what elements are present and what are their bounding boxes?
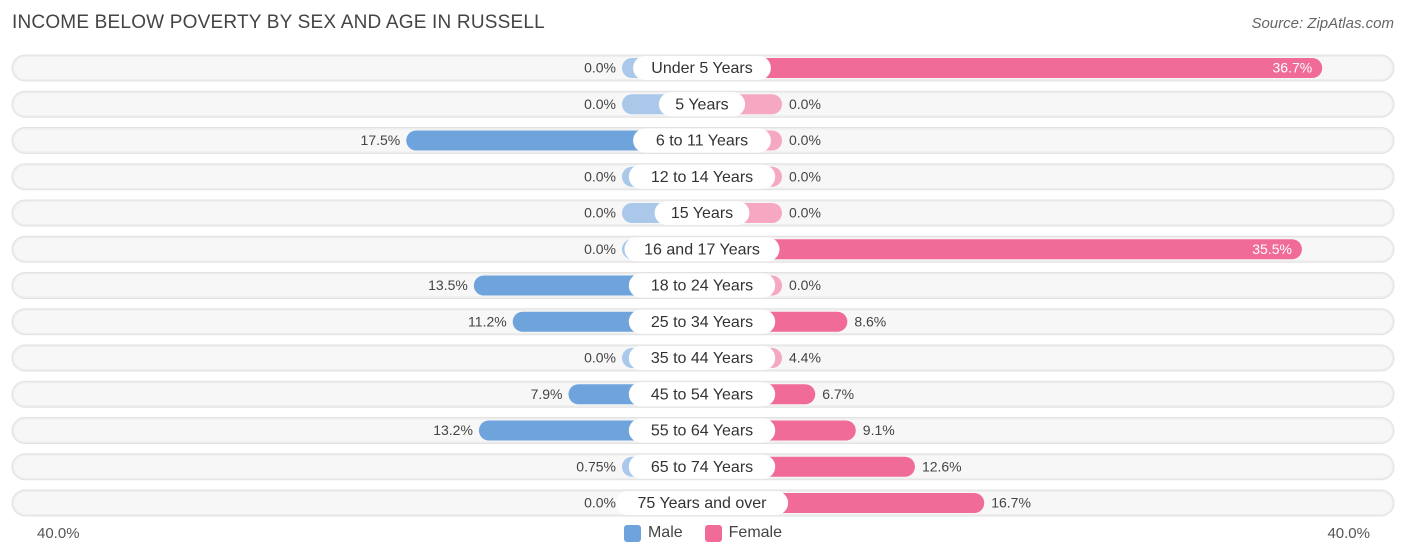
male-value-label: 0.0% xyxy=(584,60,616,76)
category-label: Under 5 Years xyxy=(651,60,752,77)
category-label-pill xyxy=(628,309,776,334)
female-value-label: 4.4% xyxy=(789,350,821,366)
category-label: 12 to 14 Years xyxy=(651,169,753,186)
female-bar xyxy=(702,239,1302,260)
female-value-label: 0.0% xyxy=(789,168,821,184)
male-value-label: 11.2% xyxy=(468,313,507,329)
female-value-label: 0.0% xyxy=(789,205,821,221)
legend: Male Female xyxy=(0,524,1406,542)
axis-right-label: 40.0% xyxy=(1327,525,1370,542)
female-value-label: 35.5% xyxy=(1252,241,1292,257)
female-value-label: 8.6% xyxy=(854,313,886,329)
male-value-label: 0.0% xyxy=(584,205,616,221)
category-label-pill xyxy=(628,382,776,407)
category-label-pill xyxy=(633,128,771,153)
category-label: 45 to 54 Years xyxy=(651,386,753,403)
category-label-pill xyxy=(628,418,776,443)
male-value-label: 0.0% xyxy=(584,241,616,257)
category-label: 16 and 17 Years xyxy=(644,241,760,258)
category-label: 15 Years xyxy=(671,205,733,222)
female-value-label: 12.6% xyxy=(922,458,962,474)
category-label-pill xyxy=(658,92,746,117)
legend-swatch-male xyxy=(623,524,641,542)
chart-canvas: Under 5 Years 0.0% 36.7% 5 Years 0.0% 0.0% 6 t… xyxy=(11,54,1395,517)
category-label: 6 to 11 Years xyxy=(656,133,748,150)
category-label: 65 to 74 Years xyxy=(651,459,753,476)
female-value-label: 0.0% xyxy=(789,132,821,148)
male-value-label: 17.5% xyxy=(361,132,401,148)
legend-label-female: Female xyxy=(728,524,783,541)
legend-swatch-female xyxy=(704,524,722,542)
category-label-pill xyxy=(624,237,780,262)
female-value-label: 0.0% xyxy=(789,96,821,112)
category-label-pill xyxy=(654,201,750,225)
male-value-label: 0.0% xyxy=(584,495,616,511)
axis-left-label: 40.0% xyxy=(37,525,80,542)
legend-label-male: Male xyxy=(647,524,683,541)
category-label: 5 Years xyxy=(675,96,728,113)
category-label-pill xyxy=(633,56,771,80)
male-value-label: 13.5% xyxy=(428,277,468,293)
female-value-label: 36.7% xyxy=(1273,60,1313,76)
female-value-label: 9.1% xyxy=(863,422,895,438)
legend-item-male: Male xyxy=(623,524,683,542)
category-label-pill xyxy=(628,346,776,370)
female-bar xyxy=(702,58,1323,78)
category-label: 18 to 24 Years xyxy=(651,278,753,295)
female-value-label: 0.0% xyxy=(789,277,821,293)
male-value-label: 0.0% xyxy=(584,96,616,112)
category-label: 35 to 44 Years xyxy=(651,350,753,367)
male-bar xyxy=(406,130,702,151)
chart-title: INCOME BELOW POVERTY BY SEX AND AGE IN R… xyxy=(12,12,545,33)
category-label-pill xyxy=(628,164,776,189)
female-value-label: 6.7% xyxy=(822,386,854,402)
source-credit: Source: ZipAtlas.com xyxy=(1251,15,1394,32)
category-label-pill xyxy=(628,454,776,479)
category-label-pill xyxy=(628,273,776,298)
male-value-label: 0.0% xyxy=(584,168,616,184)
male-value-label: 0.75% xyxy=(576,458,616,474)
male-value-label: 13.2% xyxy=(433,422,473,438)
category-label-pill xyxy=(615,491,789,515)
female-value-label: 16.7% xyxy=(991,495,1031,511)
legend-item-female: Female xyxy=(704,524,783,542)
category-label: 25 to 34 Years xyxy=(651,314,753,331)
category-label: 75 Years and over xyxy=(638,495,768,512)
category-label: 55 to 64 Years xyxy=(651,423,753,440)
male-value-label: 7.9% xyxy=(531,386,563,402)
male-value-label: 0.0% xyxy=(584,350,616,366)
